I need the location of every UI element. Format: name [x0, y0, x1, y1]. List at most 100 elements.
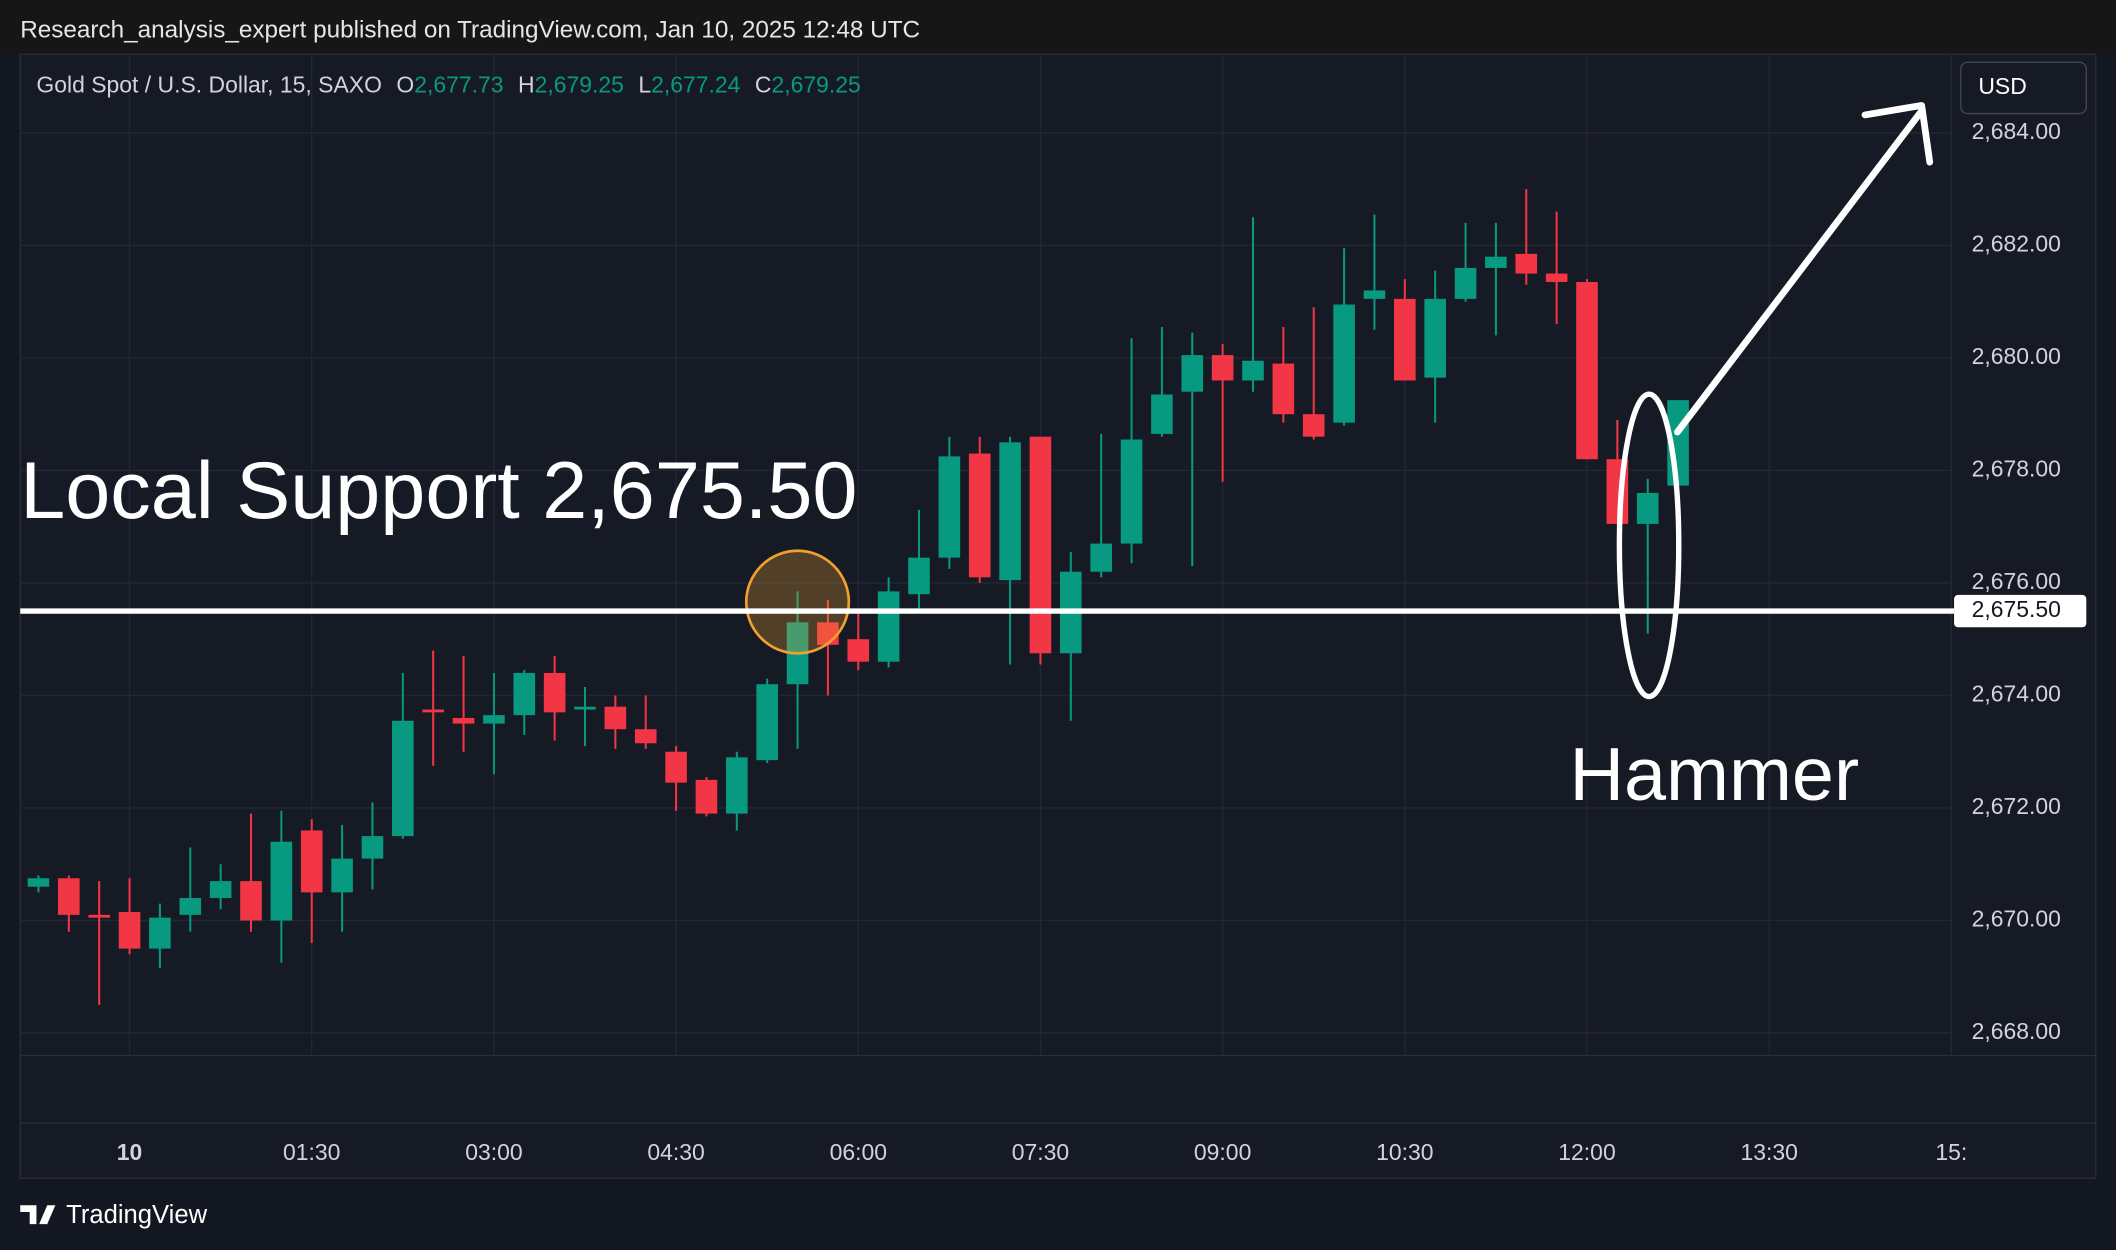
candle-body [1636, 492, 1659, 524]
candle-body [483, 715, 505, 724]
ohlc-letter: H [518, 72, 535, 98]
candle-body [908, 557, 930, 595]
currency[interactable]: USD [1978, 73, 2026, 99]
candle-body [877, 591, 900, 662]
candle-body [1485, 256, 1507, 268]
candle-body [665, 751, 687, 783]
y-tick-label: 2,674.00 [1972, 681, 2061, 707]
brand: TradingView [66, 1201, 208, 1229]
support-annotation: Local Support 2,675.50 [20, 446, 857, 536]
candle-body [118, 912, 141, 949]
candle-body [695, 779, 718, 814]
candle-body [1120, 439, 1143, 544]
y-tick-label: 2,670.00 [1972, 906, 2061, 932]
x-tick-label: 03:00 [465, 1139, 522, 1165]
candle-body [1454, 267, 1477, 299]
candle-body [361, 836, 384, 859]
candle-body [149, 917, 171, 949]
candle-body [392, 720, 414, 837]
highlight-circle [744, 549, 851, 655]
x-tick-label: 04:30 [647, 1139, 704, 1165]
x-tick-label: 13:30 [1740, 1139, 1797, 1165]
logo-icon [20, 1205, 56, 1225]
candle-body [270, 841, 293, 921]
candle-body [1576, 281, 1598, 460]
ohlc-letter: C [755, 72, 772, 98]
y-tick-label: 2,668.00 [1972, 1018, 2061, 1044]
candle-body [452, 717, 475, 724]
x-tick-label: 10 [117, 1139, 143, 1165]
y-tick-label: 2,676.00 [1972, 568, 2061, 594]
currency-button[interactable] [1960, 61, 2087, 115]
candle-body [938, 456, 961, 558]
candle-body [88, 914, 110, 918]
y-tick-label: 2,672.00 [1972, 793, 2061, 819]
brand-logo: TradingView [20, 1201, 208, 1229]
candle-body [574, 706, 596, 710]
candle-body [1151, 394, 1173, 434]
support-price-label: 2,675.50 [1972, 596, 2061, 622]
ohlc-value: 2,679.25 [535, 72, 624, 98]
candle-body [1515, 253, 1538, 274]
candle-body [756, 684, 778, 761]
ohlc-letter: O [396, 72, 414, 98]
axes: 10 01:30 03:00 04:30 06:00 07:30 09:00 10:30 12:… [117, 118, 2061, 1165]
candle-body [422, 709, 444, 713]
x-tick-label: 01:30 [283, 1139, 340, 1165]
y-tick-label: 2,682.00 [1972, 230, 2061, 256]
support-price-box [1954, 594, 2087, 628]
candle-body [999, 442, 1021, 581]
candle-body [1242, 360, 1264, 381]
candle-body [240, 881, 262, 921]
candle-body [1211, 355, 1234, 381]
arrow [1674, 102, 1934, 436]
top-bar [0, 0, 2116, 55]
y-tick-label: 2,684.00 [1972, 118, 2061, 144]
symbol: Gold Spot / U.S. Dollar, 15, SAXO [36, 72, 382, 98]
hammer-ellipse [1616, 391, 1682, 700]
candle-body [1090, 543, 1112, 572]
candle-body [1302, 414, 1325, 437]
candle-body [1424, 298, 1446, 378]
grid [20, 54, 1953, 1056]
candle-body [1363, 290, 1386, 299]
candle-body [726, 757, 748, 814]
candle-body [1394, 298, 1416, 381]
x-tick-label: 10:30 [1376, 1139, 1433, 1165]
candle-body [209, 881, 232, 898]
y-tick-label: 2,678.00 [1972, 456, 2061, 482]
y-tick-label: 2,680.00 [1972, 343, 2061, 369]
hammer-annotation: Hammer [1569, 733, 1859, 817]
candle-body [847, 639, 870, 662]
ohlc-letter: L [638, 72, 651, 98]
candle-body [179, 897, 202, 915]
chart-frame [19, 53, 2097, 1179]
candle-body [604, 706, 627, 730]
candles [27, 189, 1689, 1005]
x-tick-label: 06:00 [830, 1139, 887, 1165]
legend: Gold Spot / U.S. Dollar, 15, SAXO O2,677… [36, 72, 860, 98]
candle-body [1272, 363, 1295, 415]
candle-body [1181, 355, 1204, 392]
publisher: Research_analysis_expert published on Tr… [20, 17, 920, 44]
x-tick-label: 12:00 [1558, 1139, 1615, 1165]
x-tick-label: 07:30 [1012, 1139, 1069, 1165]
candle-body [27, 878, 50, 887]
candle-body [968, 453, 991, 578]
candle-body [513, 672, 536, 716]
ohlc-value: 2,677.24 [651, 72, 741, 98]
candle-body [58, 878, 80, 915]
candle-body [1545, 273, 1568, 282]
candle-body [331, 858, 353, 893]
candle-body [634, 729, 657, 744]
candle-body [543, 672, 566, 713]
ohlc-value: 2,679.25 [771, 72, 860, 98]
candle-body [1029, 436, 1052, 654]
ohlc-value: 2,677.73 [414, 72, 503, 98]
candle-body [1333, 304, 1355, 423]
candle-body [300, 830, 323, 893]
x-tick-label: 15: [1935, 1139, 1967, 1165]
x-tick-label: 09:00 [1194, 1139, 1251, 1165]
